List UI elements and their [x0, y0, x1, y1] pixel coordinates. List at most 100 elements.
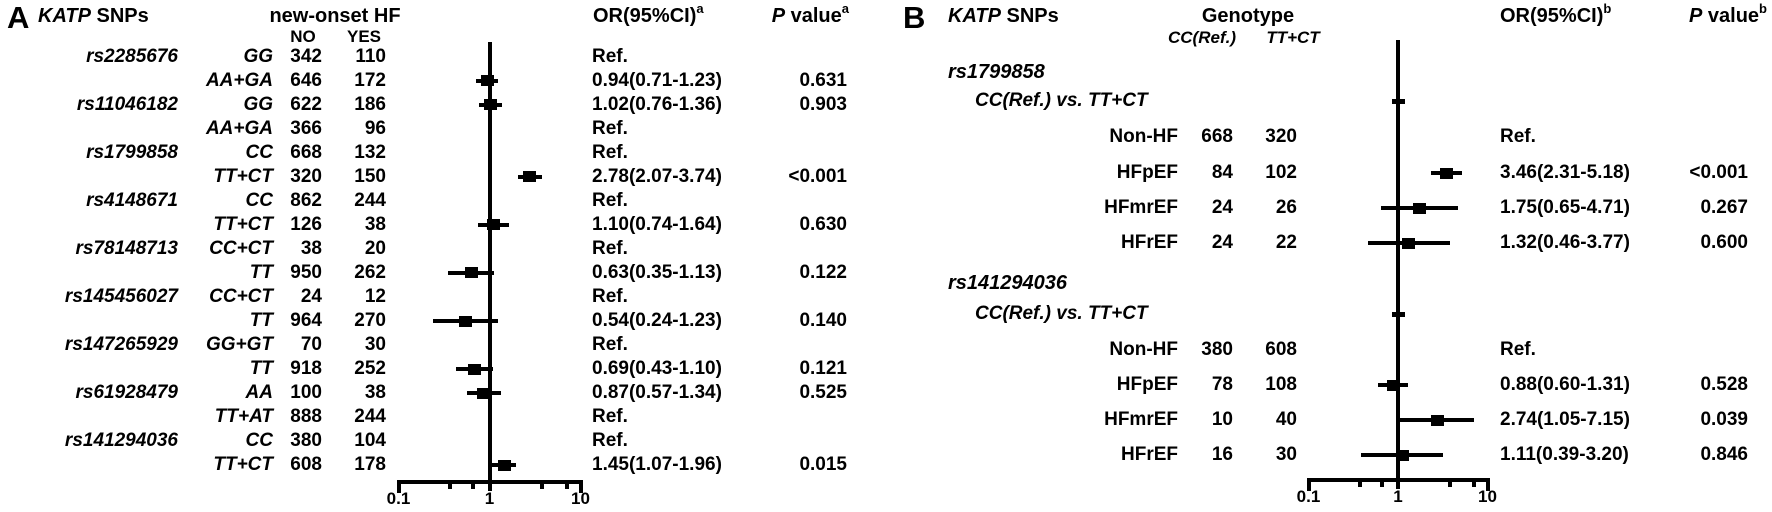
p-value: 0.600 [1700, 232, 1748, 253]
p-value: 0.631 [799, 69, 847, 91]
axis-end-cap [1485, 478, 1490, 491]
hf-group-label: HFmrEF [1104, 197, 1178, 218]
yes-count: 178 [354, 454, 386, 476]
panel-b-or-header: OR(95%CI)b [1500, 2, 1611, 28]
axis-minor-tick [564, 480, 569, 489]
or-ci-value: Ref. [1500, 339, 1536, 360]
no-count: 622 [290, 93, 322, 115]
no-count: 320 [290, 165, 322, 187]
or-point-marker [483, 99, 497, 111]
yes-count: 110 [355, 45, 386, 67]
p-value: 0.528 [1700, 374, 1748, 395]
snp-label: rs141294036 [64, 430, 178, 452]
p-header-superscript: a [841, 1, 849, 17]
no-count: 950 [290, 261, 322, 283]
genotype-label: AA+GA [205, 117, 273, 139]
yes-count: 270 [354, 310, 386, 332]
axis-minor-tick [1447, 478, 1452, 487]
axis-minor-tick [1472, 478, 1477, 487]
genotype-label: TT [249, 261, 273, 283]
genotype-label: TT [249, 358, 273, 380]
p-header-text: value [1702, 5, 1760, 27]
p-value: 0.140 [799, 310, 847, 332]
no-count: 38 [300, 237, 322, 259]
panel-a-p-header: P valuea [733, 1, 849, 28]
no-count: 888 [290, 406, 322, 428]
genotype-label: CC+CT [209, 286, 273, 307]
panel-a-group-header: new-onset HF [269, 5, 401, 27]
panel-b-genotype-header: Genotype [1201, 5, 1295, 27]
or-ci-value: Ref. [592, 334, 628, 356]
no-count: 126 [290, 213, 322, 235]
reference-tick [1391, 98, 1405, 104]
yes-count: 96 [364, 117, 386, 139]
or-ci-value: Ref. [592, 237, 628, 259]
panel-b-letter: B [903, 0, 926, 35]
yes-count: 38 [364, 382, 386, 404]
genotype-label: AA [245, 382, 273, 404]
no-count: 918 [290, 358, 322, 380]
no-count: 100 [290, 382, 322, 404]
or-header-text: OR(95%CI) [593, 5, 697, 27]
genotype-label: CC+CT [209, 237, 273, 259]
or-ci-value: 1.32(0.46-3.77) [1500, 232, 1630, 253]
cc-count: 24 [1211, 232, 1233, 253]
or-point-marker [1386, 379, 1400, 391]
snp-label: rs2285676 [86, 45, 178, 67]
snp-section-label: rs141294036 [948, 272, 1068, 294]
p-header-italic: P [1689, 5, 1703, 27]
genotype-label: CC [245, 189, 273, 211]
or-ci-value: 3.46(2.31-5.18) [1500, 162, 1630, 183]
or-header-superscript: a [696, 1, 704, 17]
p-value: 0.122 [799, 261, 847, 283]
axis-minor-tick [1357, 478, 1362, 487]
panel-a-or-header: OR(95%CI)a [593, 1, 704, 28]
genotype-label: TT+CT [213, 213, 273, 235]
yes-count: 38 [364, 213, 386, 235]
reference-line [1396, 40, 1400, 489]
axis-minor-tick [448, 480, 453, 489]
ttct-count: 320 [1265, 126, 1297, 147]
cc-count: 84 [1211, 162, 1233, 183]
axis-tick-label: 0.1 [1296, 487, 1321, 506]
or-ci-value: 0.94(0.71-1.23) [592, 69, 722, 91]
gene-name-text: KATP [948, 5, 1001, 27]
axis-minor-tick [471, 480, 476, 489]
yes-count: 30 [364, 334, 386, 356]
genotype-label: TT [249, 310, 273, 332]
p-value: 0.525 [799, 382, 847, 404]
p-value: 0.121 [799, 358, 847, 380]
no-count: 366 [290, 117, 322, 139]
snp-section-label: rs1799858 [948, 61, 1045, 83]
snp-label: rs11046182 [76, 93, 178, 115]
axis-tick-label: 1 [1393, 487, 1403, 506]
panel-b-p-header: P valueb [1650, 1, 1767, 28]
or-point-marker [480, 75, 494, 87]
cc-count: 668 [1201, 126, 1233, 147]
genotype-label: TT+AT [214, 406, 273, 428]
axis-end-cap [578, 480, 583, 493]
comparison-label: CC(Ref.) vs. TT+CT [975, 90, 1148, 111]
genotype-label: AA+GA [205, 69, 273, 91]
no-count: 380 [290, 430, 322, 452]
axis-tick-label: 1 [484, 489, 495, 508]
panel-a-subheader-no: NO [290, 27, 316, 46]
yes-count: 132 [354, 141, 386, 163]
or-ci-value: 0.54(0.24-1.23) [592, 310, 722, 332]
snp-label: rs1799858 [86, 141, 178, 163]
gene-name-text: KATP [38, 5, 91, 27]
axis-minor-tick [1379, 478, 1384, 487]
or-ci-value: Ref. [592, 141, 628, 163]
p-value: <0.001 [788, 165, 847, 187]
p-header-superscript: b [1759, 1, 1767, 17]
ttct-count: 102 [1265, 162, 1297, 183]
p-header-italic: P [771, 5, 786, 27]
p-value: 0.015 [799, 454, 847, 476]
no-count: 342 [290, 45, 322, 67]
no-count: 862 [290, 189, 322, 211]
or-ci-value: 1.45(1.07-1.96) [592, 454, 722, 476]
yes-count: 252 [354, 358, 386, 380]
axis-tick-label: 10 [1478, 487, 1497, 506]
no-count: 646 [290, 69, 322, 91]
